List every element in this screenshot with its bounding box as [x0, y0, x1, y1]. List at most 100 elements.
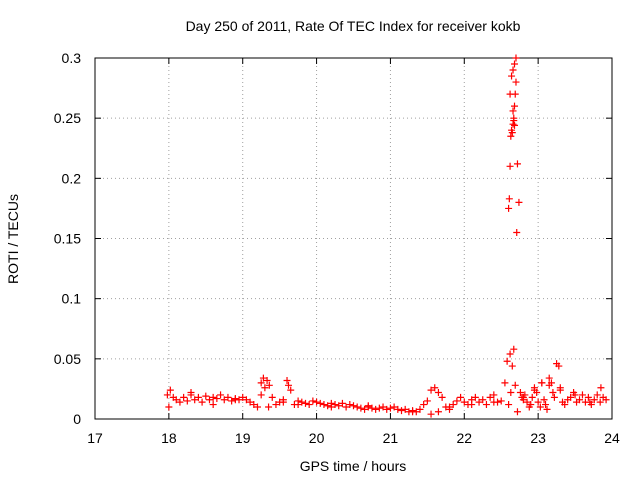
data-point — [513, 228, 521, 236]
data-point — [242, 396, 250, 404]
data-point — [259, 374, 267, 382]
y-tick-label: 0.15 — [54, 231, 81, 247]
data-point — [508, 72, 516, 80]
data-point — [550, 393, 558, 401]
data-point — [263, 376, 271, 384]
data-point — [283, 376, 291, 384]
data-point — [183, 397, 191, 405]
data-point — [265, 403, 273, 411]
data-point — [163, 391, 171, 399]
data-point — [490, 391, 498, 399]
data-point — [543, 405, 551, 413]
data-point — [213, 395, 221, 403]
data-point — [368, 404, 376, 412]
data-point — [420, 401, 428, 409]
y-tick-label: 0.05 — [54, 351, 81, 367]
data-point — [431, 384, 439, 392]
data-point — [416, 405, 424, 413]
x-tick-labels: 17 18 19 20 21 22 23 24 — [87, 430, 620, 446]
data-point — [516, 389, 524, 397]
data-point — [361, 405, 369, 413]
y-tick-label: 0 — [73, 411, 81, 427]
x-tick-label: 23 — [530, 430, 546, 446]
data-point — [172, 396, 180, 404]
data-point — [231, 396, 239, 404]
data-point — [224, 393, 232, 401]
data-point — [202, 392, 210, 400]
data-point — [536, 403, 544, 411]
data-point — [486, 393, 494, 401]
y-tick-label: 0.3 — [62, 50, 82, 66]
data-point — [561, 401, 569, 409]
data-point — [449, 401, 457, 409]
chart-title: Day 250 of 2011, Rate Of TEC Index for r… — [186, 18, 521, 34]
data-point — [379, 403, 387, 411]
y-tick-labels: 0 0.05 0.1 0.15 0.2 0.25 0.3 — [54, 50, 81, 427]
data-point — [261, 384, 269, 392]
data-point — [512, 78, 520, 86]
data-point — [556, 384, 564, 392]
data-point — [545, 381, 553, 389]
x-tick-label: 20 — [309, 430, 325, 446]
data-point — [268, 393, 276, 401]
data-point — [331, 401, 339, 409]
data-point — [313, 398, 321, 406]
data-point — [538, 379, 546, 387]
axis-ticks — [94, 57, 613, 420]
data-point — [602, 396, 610, 404]
data-point — [530, 384, 538, 392]
data-point — [468, 401, 476, 409]
data-point — [475, 398, 483, 406]
data-point — [176, 398, 184, 406]
data-point — [353, 403, 361, 411]
x-tick-label: 18 — [161, 430, 177, 446]
data-point — [194, 393, 202, 401]
x-tick-label: 19 — [235, 430, 251, 446]
data-point — [510, 345, 518, 353]
data-point — [350, 402, 357, 410]
data-point — [265, 381, 273, 389]
data-point — [471, 393, 479, 401]
data-point — [555, 362, 563, 370]
data-point — [250, 401, 258, 409]
data-point — [390, 403, 398, 411]
data-points — [163, 54, 610, 418]
data-point — [364, 402, 372, 410]
data-point — [593, 391, 601, 399]
data-point — [501, 379, 509, 387]
x-tick-label: 17 — [87, 430, 103, 446]
data-point — [228, 397, 236, 405]
data-point — [220, 396, 228, 404]
data-point — [511, 60, 519, 68]
data-point — [298, 398, 306, 406]
data-point — [187, 389, 195, 397]
data-point — [375, 404, 383, 412]
data-point — [505, 195, 513, 203]
data-point — [166, 386, 174, 394]
data-point — [513, 160, 521, 168]
data-point — [515, 198, 523, 206]
data-point — [427, 386, 435, 394]
data-point — [338, 399, 346, 407]
data-point — [545, 374, 553, 382]
data-point — [506, 162, 514, 170]
data-point — [294, 401, 302, 409]
data-point — [434, 408, 442, 416]
data-point — [596, 398, 604, 406]
data-point — [576, 396, 584, 404]
data-point — [506, 350, 514, 358]
data-point — [509, 66, 517, 74]
data-point — [533, 389, 541, 397]
data-point — [509, 120, 517, 128]
data-point — [490, 398, 498, 406]
data-point — [528, 393, 536, 401]
data-point — [309, 397, 317, 405]
data-point — [567, 393, 575, 401]
data-point — [320, 401, 328, 409]
plot-frame — [94, 57, 613, 420]
data-point — [394, 405, 402, 413]
data-point — [590, 396, 598, 404]
data-point — [409, 408, 417, 416]
data-point — [301, 399, 309, 407]
